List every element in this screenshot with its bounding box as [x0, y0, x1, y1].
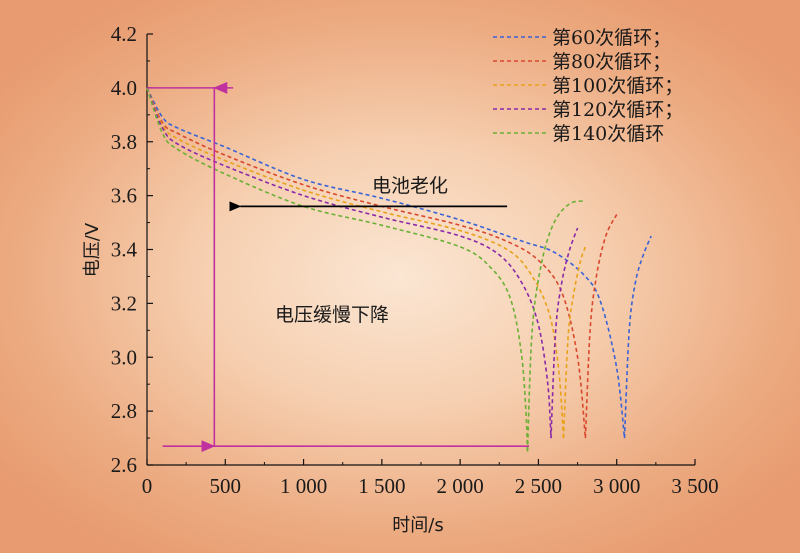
y-tick-label: 2.8: [111, 399, 137, 423]
x-tick-label: 2 500: [515, 474, 562, 498]
y-tick-label: 4.2: [111, 22, 137, 46]
x-tick-label: 1 000: [280, 474, 327, 498]
x-tick-label: 0: [142, 474, 153, 498]
x-tick-label: 1 500: [358, 474, 405, 498]
y-tick-label: 3.4: [111, 238, 138, 262]
y-tick-label: 3.2: [111, 291, 137, 315]
y-tick-label: 4.0: [111, 76, 137, 100]
series-3-discharge-line: [146, 87, 552, 439]
y-tick-label: 3.0: [111, 345, 137, 369]
y-tick-label: 3.6: [111, 184, 137, 208]
legend-label-0: 第60次循环；: [552, 27, 671, 49]
series-4-discharge-line: [146, 87, 529, 452]
legend: 第60次循环；第80次循环；第100次循环；第120次循环；第140次循环: [493, 27, 683, 145]
x-axis-label: 时间/s: [392, 515, 443, 536]
series-4-recovery-line: [526, 200, 586, 452]
x-tick-label: 3 000: [593, 474, 640, 498]
series-2-recovery-line: [562, 246, 587, 439]
x-tick-label: 3 500: [671, 474, 718, 498]
x-tick-label: 500: [210, 474, 242, 498]
series-layer: [146, 87, 652, 452]
annotation-layer: 电池老化 电压缓慢下降: [147, 81, 530, 453]
y-tick-label: 2.6: [111, 453, 137, 477]
series-1-discharge-line: [146, 87, 587, 439]
legend-label-1: 第80次循环；: [552, 51, 671, 73]
y-tick-label: 3.8: [111, 130, 137, 154]
series-0-recovery-line: [623, 235, 652, 439]
voltage-drop-label: 电压缓慢下降: [275, 304, 389, 326]
legend-label-4: 第140次循环: [552, 123, 664, 145]
series-2-discharge-line: [146, 87, 565, 439]
y-axis-label: 电压/V: [82, 222, 103, 277]
series-1-recovery-line: [584, 214, 618, 439]
axes: 0 500 1 000 1 500 2 000 2 500 3 000 3 500 2.6 2.8…: [111, 22, 719, 498]
x-tick-label: 2 000: [437, 474, 484, 498]
legend-label-3: 第120次循环；: [552, 99, 683, 121]
series-3-recovery-line: [550, 227, 579, 439]
aging-label: 电池老化: [372, 175, 448, 197]
series-0-discharge-line: [146, 87, 626, 439]
legend-label-2: 第100次循环；: [552, 75, 683, 97]
